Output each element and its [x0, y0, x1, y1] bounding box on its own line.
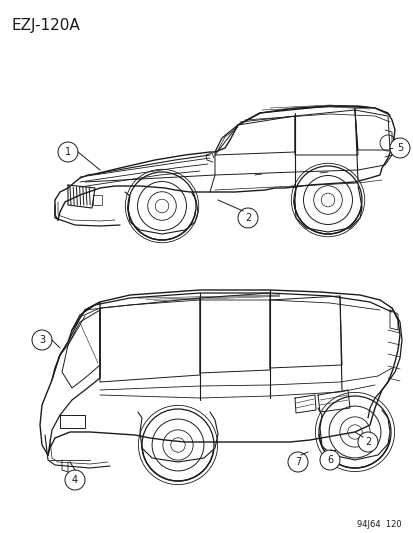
Circle shape [237, 208, 257, 228]
Text: 3: 3 [39, 335, 45, 345]
Circle shape [32, 330, 52, 350]
Text: 2: 2 [244, 213, 251, 223]
Circle shape [389, 138, 409, 158]
Circle shape [58, 142, 78, 162]
Text: 4: 4 [72, 475, 78, 485]
Text: 2: 2 [364, 437, 370, 447]
Text: EZJ-120A: EZJ-120A [12, 18, 81, 33]
Circle shape [287, 452, 307, 472]
Text: 94J64  120: 94J64 120 [356, 520, 401, 529]
Text: 6: 6 [326, 455, 332, 465]
Text: 7: 7 [294, 457, 300, 467]
Text: 5: 5 [396, 143, 402, 153]
Circle shape [357, 432, 377, 452]
Circle shape [319, 450, 339, 470]
Text: 1: 1 [65, 147, 71, 157]
Circle shape [65, 470, 85, 490]
